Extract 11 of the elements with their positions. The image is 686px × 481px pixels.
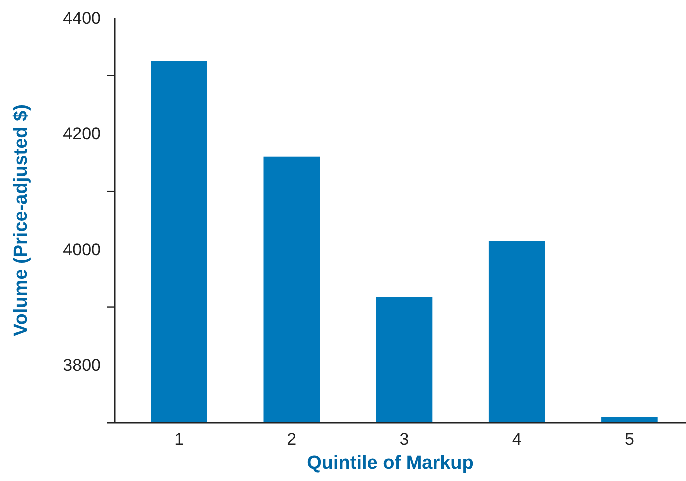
x-tick-label: 4 — [512, 430, 522, 449]
x-tick-label: 1 — [174, 430, 184, 449]
x-axis-title: Quintile of Markup — [307, 453, 474, 474]
y-tick-label: 4200 — [63, 124, 101, 144]
y-tick-label: 4400 — [63, 8, 101, 28]
x-tick-label: 5 — [624, 430, 634, 449]
x-tick-label: 3 — [400, 430, 410, 449]
y-axis-title: Volume (Price-adjusted $) — [11, 104, 32, 336]
y-tick-label: 4000 — [63, 240, 101, 260]
x-tick-label: 2 — [287, 430, 297, 449]
y-tick-label: 3800 — [63, 356, 101, 376]
